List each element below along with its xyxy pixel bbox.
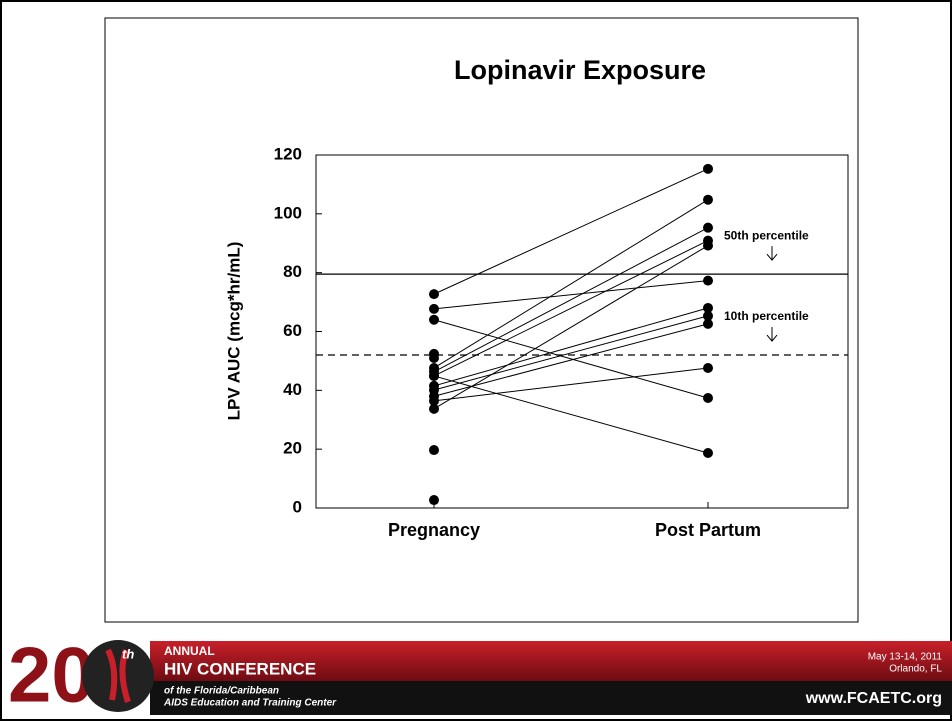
reference-label: 50th percentile — [724, 228, 809, 242]
data-point — [703, 310, 713, 321]
data-point — [429, 495, 439, 506]
logo-ribbon — [105, 648, 131, 703]
pair-line — [433, 323, 709, 397]
data-point — [429, 395, 439, 406]
data-point — [429, 289, 439, 300]
y-tick-label: 100 — [274, 203, 302, 222]
pair-line — [433, 319, 709, 399]
footer-line1: ANNUAL — [164, 644, 215, 658]
data-point — [429, 303, 439, 314]
data-point — [703, 447, 713, 458]
data-point — [703, 222, 713, 233]
pair-line — [433, 375, 709, 454]
data-point — [703, 362, 713, 373]
y-tick-label: 0 — [293, 497, 302, 516]
x-tick-label: Post Partum — [655, 520, 761, 540]
x-tick-label: Pregnancy — [388, 520, 480, 540]
pair-line — [433, 367, 709, 402]
logo-ordinal: th — [122, 646, 134, 661]
y-tick-label: 120 — [274, 144, 302, 163]
y-tick-label: 80 — [283, 262, 302, 281]
footer-line4: AIDS Education and Training Center — [163, 698, 337, 709]
chart-frame — [104, 17, 859, 623]
reference-arrow — [766, 327, 778, 342]
data-point — [429, 445, 439, 456]
data-point — [703, 275, 713, 286]
data-point — [703, 392, 713, 403]
data-point — [429, 314, 439, 325]
footer-band — [150, 641, 952, 681]
reference-label: 10th percentile — [724, 309, 809, 323]
footer-line3: of the Florida/Caribbean — [164, 686, 279, 697]
chart-title: Lopinavir Exposure — [454, 55, 706, 85]
pair-line — [433, 245, 709, 410]
logo-number: 20 — [8, 631, 95, 719]
pair-line — [433, 227, 709, 373]
footer-url: www.FCAETC.org — [805, 690, 942, 707]
data-point — [429, 370, 439, 381]
footer-date: May 13-14, 2011 — [868, 652, 943, 663]
data-point — [703, 318, 713, 329]
footer-place: Orlando, FL — [889, 664, 942, 675]
pair-line — [433, 168, 709, 295]
y-tick-label: 20 — [283, 439, 302, 458]
footer-line2: HIV CONFERENCE — [164, 659, 316, 678]
data-point — [429, 403, 439, 414]
pair-line — [433, 307, 709, 387]
data-point — [703, 163, 713, 174]
data-point — [703, 302, 713, 313]
pair-line — [433, 240, 709, 377]
y-tick-label: 40 — [283, 380, 302, 399]
data-point — [429, 352, 439, 363]
plot: 0 20 40 60 80 100 120 Pregnancy Post Partum 50th … — [274, 144, 848, 540]
footer-band-dark — [150, 681, 952, 715]
pair-line — [433, 199, 709, 369]
data-point — [703, 194, 713, 205]
data-point — [703, 240, 713, 251]
y-axis-label: LPV AUC (mcg*hr/mL) — [224, 242, 243, 421]
pair-line — [433, 315, 709, 391]
logo-globe — [82, 640, 154, 712]
pair-line — [433, 280, 709, 310]
y-tick-label: 60 — [283, 321, 302, 340]
reference-arrow — [766, 246, 778, 261]
